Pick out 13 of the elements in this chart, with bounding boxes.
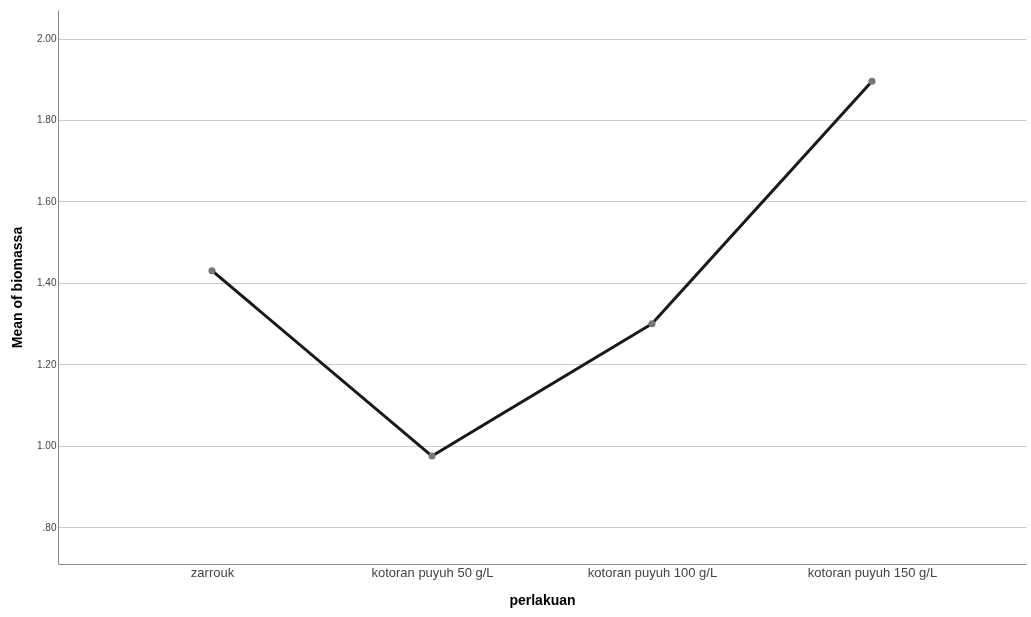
y-tick-label: .80	[42, 521, 57, 533]
y-tick-label: 1.60	[37, 195, 57, 207]
y-tick-label: 1.20	[37, 358, 57, 370]
x-tick-label: kotoran puyuh 150 g/L	[807, 564, 938, 580]
x-tick-label: kotoran puyuh 50 g/L	[371, 564, 494, 580]
y-tick-label: 1.80	[37, 114, 57, 126]
x-tick-label: zarrouk	[190, 564, 235, 580]
y-tick-label: 2.00	[37, 33, 57, 45]
y-tick-label: 1.40	[37, 277, 57, 289]
y-axis-title: Mean of biomassa	[9, 226, 26, 349]
x-axis-title: perlakuan	[509, 591, 576, 608]
x-tick-label: kotoran puyuh 100 g/L	[587, 564, 718, 580]
y-tick-label: 1.00	[37, 440, 57, 452]
